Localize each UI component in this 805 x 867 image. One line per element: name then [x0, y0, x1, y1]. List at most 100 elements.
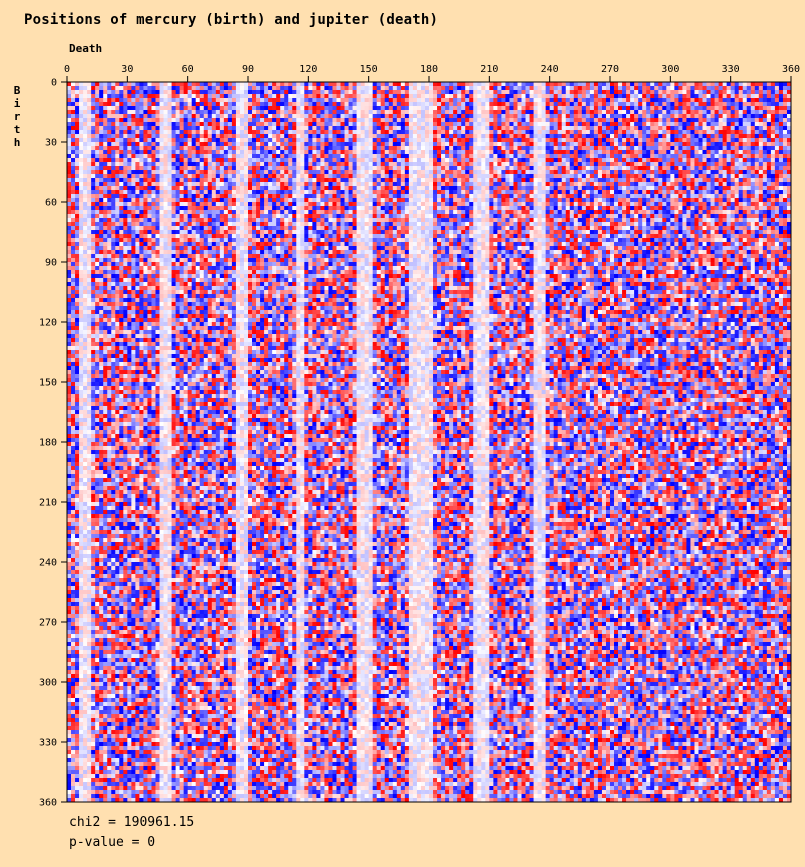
heatmap-cell — [513, 90, 518, 95]
heatmap-cell — [762, 150, 768, 155]
heatmap-cell — [332, 150, 337, 155]
heatmap-cell — [589, 158, 595, 163]
heatmap-cell — [605, 122, 611, 127]
heatmap-cell — [99, 90, 104, 95]
heatmap-cell — [529, 122, 534, 127]
heatmap-cell — [368, 102, 374, 107]
heatmap-cell — [364, 126, 370, 131]
heatmap-cell — [658, 166, 663, 171]
heatmap-cell — [642, 90, 647, 95]
heatmap-cell — [300, 90, 305, 95]
heatmap-cell — [473, 94, 478, 99]
heatmap-cell — [734, 110, 740, 115]
heatmap-cell — [593, 90, 599, 95]
heatmap-cell — [348, 142, 353, 147]
heatmap-cell — [489, 146, 494, 151]
heatmap-cell — [698, 146, 703, 151]
heatmap-cell — [517, 142, 522, 147]
heatmap-cell — [227, 94, 233, 99]
heatmap-cell — [577, 138, 583, 143]
heatmap-cell — [360, 158, 365, 163]
heatmap-cell — [614, 94, 619, 99]
heatmap-cell — [638, 98, 643, 103]
heatmap-cell — [650, 130, 655, 135]
heatmap-cell — [83, 158, 88, 163]
heatmap-cell — [553, 102, 559, 107]
heatmap-cell — [131, 134, 136, 139]
heatmap-cell — [115, 186, 120, 191]
heatmap-cell — [441, 174, 446, 179]
heatmap-cell — [690, 162, 695, 167]
heatmap-cell — [412, 110, 418, 115]
heatmap-cell — [662, 86, 667, 91]
heatmap-cell — [99, 174, 104, 179]
heatmap-cell — [396, 106, 402, 111]
heatmap-cell — [248, 150, 253, 155]
heatmap-cell — [115, 154, 120, 159]
heatmap-cell — [726, 130, 732, 135]
heatmap-cell — [497, 166, 502, 171]
heatmap-cell — [537, 110, 542, 115]
heatmap-cell — [191, 82, 197, 87]
heatmap-cell — [473, 142, 478, 147]
heatmap-cell — [658, 154, 663, 159]
heatmap-cell — [380, 86, 386, 91]
heatmap-cell — [597, 90, 603, 95]
heatmap-cell — [316, 190, 321, 195]
heatmap-cell — [746, 130, 752, 135]
heatmap-cell — [223, 94, 229, 99]
heatmap-cell — [654, 154, 659, 159]
heatmap-cell — [561, 166, 567, 171]
heatmap-cell — [433, 102, 438, 107]
heatmap-cell — [605, 146, 611, 151]
heatmap-cell — [127, 114, 132, 119]
heatmap-cell — [276, 162, 281, 167]
heatmap-cell — [610, 138, 615, 143]
heatmap-cell — [694, 146, 699, 151]
heatmap-cell — [215, 190, 221, 195]
heatmap-cell — [239, 150, 245, 155]
heatmap-cell — [626, 110, 631, 115]
heatmap-cell — [513, 142, 518, 147]
heatmap-cell — [569, 166, 575, 171]
heatmap-cell — [662, 182, 667, 187]
heatmap-cell — [489, 122, 494, 127]
heatmap-cell — [147, 126, 152, 131]
heatmap-cell — [702, 102, 707, 107]
heatmap-cell — [525, 130, 530, 135]
heatmap-cell — [276, 158, 281, 163]
heatmap-cell — [336, 170, 341, 175]
heatmap-cell — [276, 182, 281, 187]
heatmap-cell — [770, 86, 776, 91]
heatmap-cell — [778, 182, 784, 187]
heatmap-cell — [714, 142, 719, 147]
heatmap-cell — [505, 82, 510, 87]
heatmap-cell — [71, 174, 76, 179]
heatmap-cell — [666, 154, 671, 159]
heatmap-cell — [91, 178, 96, 183]
heatmap-cell — [243, 190, 249, 195]
heatmap-cell — [252, 150, 257, 155]
heatmap-cell — [360, 186, 365, 191]
heatmap-cell — [195, 174, 201, 179]
heatmap-cell — [509, 146, 514, 151]
heatmap-cell — [300, 102, 305, 107]
heatmap-cell — [589, 90, 595, 95]
heatmap-cell — [533, 178, 538, 183]
heatmap-cell — [151, 174, 156, 179]
heatmap-cell — [678, 182, 683, 187]
heatmap-cell — [461, 90, 466, 95]
heatmap-cell — [658, 150, 663, 155]
heatmap-cell — [585, 102, 591, 107]
heatmap-cell — [219, 170, 225, 175]
heatmap-cell — [280, 174, 285, 179]
heatmap-cell — [356, 102, 361, 107]
heatmap-cell — [79, 146, 84, 151]
heatmap-cell — [79, 110, 84, 115]
heatmap-cell — [75, 142, 80, 147]
heatmap-cell — [762, 114, 768, 119]
heatmap-cell — [610, 94, 615, 99]
heatmap-cell — [497, 182, 502, 187]
heatmap-cell — [786, 138, 792, 143]
heatmap-cell — [348, 150, 353, 155]
